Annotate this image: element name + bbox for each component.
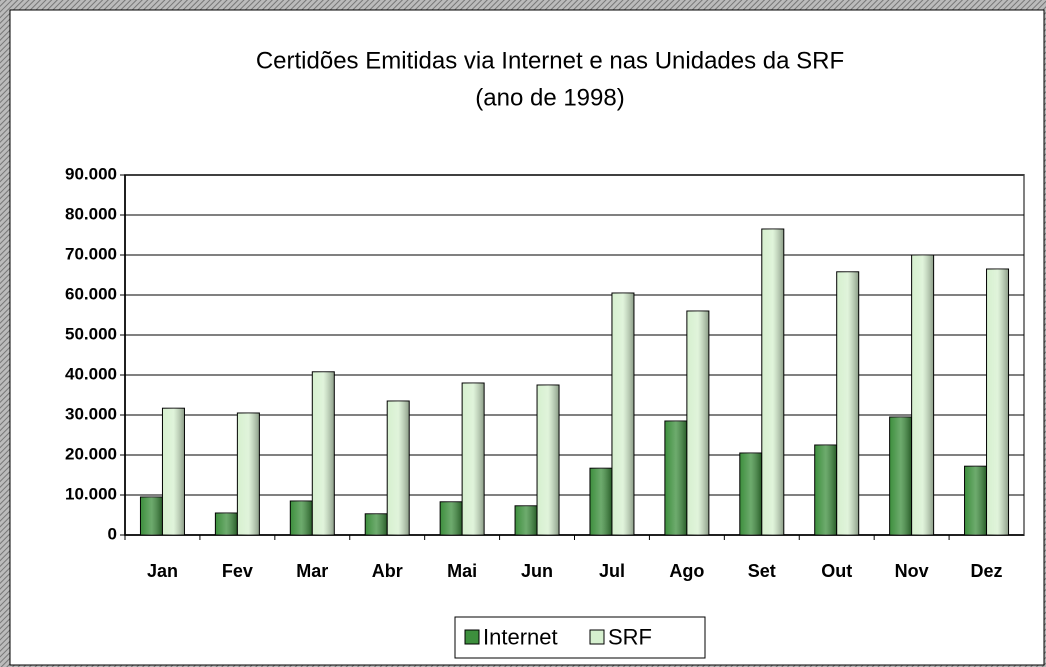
bar-shade <box>140 497 163 535</box>
chart-title: Certidões Emitidas via Internet e nas Un… <box>256 47 844 74</box>
y-tick-label: 40.000 <box>65 364 117 383</box>
y-tick-label: 90.000 <box>65 164 117 183</box>
x-tick-label: Out <box>821 561 852 581</box>
bar-shade <box>686 311 709 535</box>
x-tick-label: Dez <box>971 561 1003 581</box>
bar-shade <box>462 383 485 535</box>
legend-swatch <box>589 629 605 645</box>
x-tick-label: Fev <box>222 561 253 581</box>
bar-shade <box>739 453 762 535</box>
x-tick-label: Jul <box>599 561 625 581</box>
x-tick-label: Jan <box>147 561 178 581</box>
x-tick-label: Jun <box>521 561 553 581</box>
legend-swatch <box>464 629 480 645</box>
x-tick-label: Mai <box>447 561 477 581</box>
legend-box <box>454 616 706 659</box>
bar-shade <box>365 513 388 535</box>
y-tick-label: 50.000 <box>65 324 117 343</box>
chart-subtitle: (ano de 1998) <box>475 84 624 111</box>
x-tick-label: Nov <box>895 561 929 581</box>
y-tick-label: 20.000 <box>65 444 117 463</box>
bar-shade <box>312 371 335 535</box>
y-tick-label: 0 <box>108 524 117 543</box>
y-tick-label: 70.000 <box>65 244 117 263</box>
bar-shade <box>986 269 1009 535</box>
x-tick-label: Ago <box>669 561 704 581</box>
bar-shade <box>387 401 410 535</box>
bar-shade <box>761 229 784 535</box>
bar-shade <box>537 385 560 535</box>
bar-shade <box>515 505 538 535</box>
bar-shade <box>964 466 987 535</box>
bar-shade <box>889 417 912 535</box>
y-tick-label: 30.000 <box>65 404 117 423</box>
bar-shade <box>911 255 934 535</box>
x-tick-label: Mar <box>296 561 328 581</box>
bar-shade <box>814 445 837 535</box>
bar-shade <box>237 413 260 535</box>
legend-label: Internet <box>483 624 558 649</box>
bar-shade <box>290 501 313 535</box>
bar-shade <box>836 271 859 535</box>
y-tick-label: 80.000 <box>65 204 117 223</box>
y-tick-label: 10.000 <box>65 484 117 503</box>
y-tick-label: 60.000 <box>65 284 117 303</box>
bar-shade <box>440 501 463 535</box>
x-tick-label: Set <box>748 561 776 581</box>
legend-label: SRF <box>608 624 652 649</box>
x-tick-label: Abr <box>372 561 403 581</box>
bar-shade <box>589 468 612 535</box>
bar-shade <box>611 293 634 535</box>
bar-shade <box>162 408 185 535</box>
bar-shade <box>215 513 238 535</box>
bar-shade <box>664 421 687 535</box>
